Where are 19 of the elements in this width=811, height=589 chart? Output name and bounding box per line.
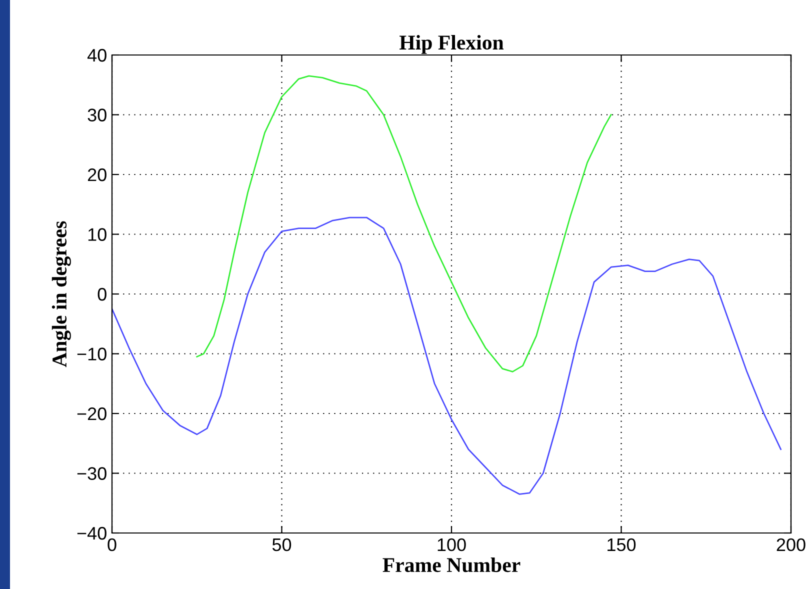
- x-tick-label: 100: [438, 538, 466, 552]
- line-series: [196, 75, 612, 372]
- y-tick-label: 10: [88, 228, 106, 241]
- chart-title: Hip Flexion: [399, 34, 504, 54]
- y-tick-label: 40: [87, 48, 106, 62]
- y-axis-title: Angle in degrees: [52, 221, 71, 368]
- line-series: [112, 216, 782, 495]
- y-tick-label: −20: [77, 407, 106, 420]
- y-tick-label: −10: [77, 348, 106, 360]
- x-tick-label: 0: [108, 538, 116, 552]
- y-tick-label: 30: [88, 108, 106, 122]
- x-tick-label: 200: [776, 538, 806, 552]
- y-tick-label: −30: [77, 467, 106, 480]
- x-axis-title: Frame Number: [382, 557, 520, 572]
- y-tick-label: 20: [88, 168, 106, 182]
- y-tick-label: −40: [77, 526, 106, 540]
- x-tick-label: 50: [272, 538, 292, 552]
- x-tick-label: 150: [608, 538, 636, 552]
- y-tick-label: 0: [98, 288, 106, 301]
